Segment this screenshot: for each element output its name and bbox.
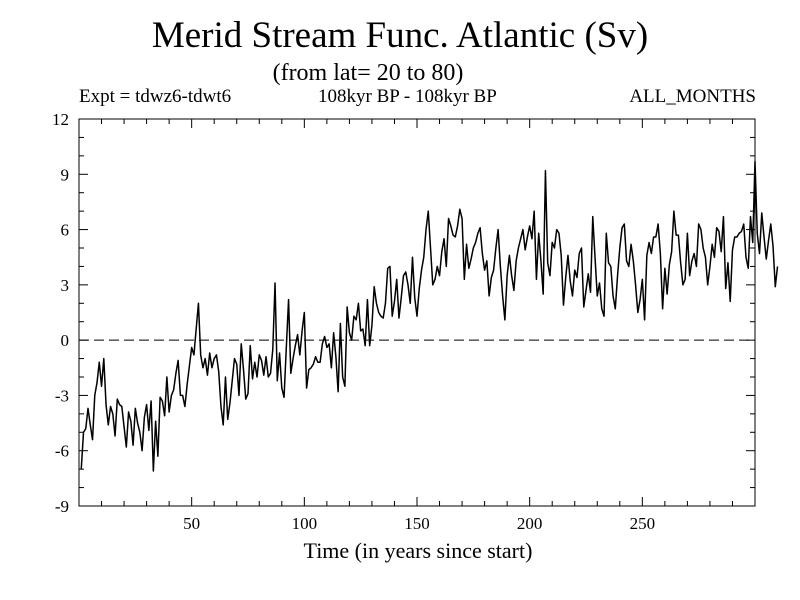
y-tick-label: -3 [55, 386, 69, 405]
x-tick-label: 250 [630, 514, 656, 533]
months-label: ALL_MONTHS [629, 86, 756, 107]
y-tick-label: -9 [55, 497, 69, 516]
chart-title: Merid Stream Func. Atlantic (Sv) [151, 15, 649, 56]
x-axis-label: Time (in years since start) [303, 538, 533, 563]
period-label: 108kyr BP - 108kyr BP [318, 86, 497, 107]
y-tick-label: 9 [61, 165, 70, 184]
x-tick-label: 200 [517, 514, 543, 533]
x-tick-label: 150 [404, 514, 430, 533]
experiment-label: Expt = tdwz6-tdwt6 [79, 86, 232, 107]
series-line-0 [80, 160, 779, 472]
y-tick-label: 12 [52, 110, 69, 129]
axes: -9 -6 -3 0 3 6 9 12 50 100 150 200 250 [52, 110, 756, 533]
y-tick-label: -6 [55, 442, 69, 461]
y-tick-label: 3 [61, 276, 70, 295]
y-tick-label: 0 [61, 331, 70, 350]
series-group [80, 160, 779, 472]
x-tick-label: 100 [292, 514, 318, 533]
y-tick-label: 6 [61, 221, 70, 240]
chart-subtitle: (from lat= 20 to 80) [272, 60, 464, 86]
x-tick-label: 50 [183, 514, 200, 533]
